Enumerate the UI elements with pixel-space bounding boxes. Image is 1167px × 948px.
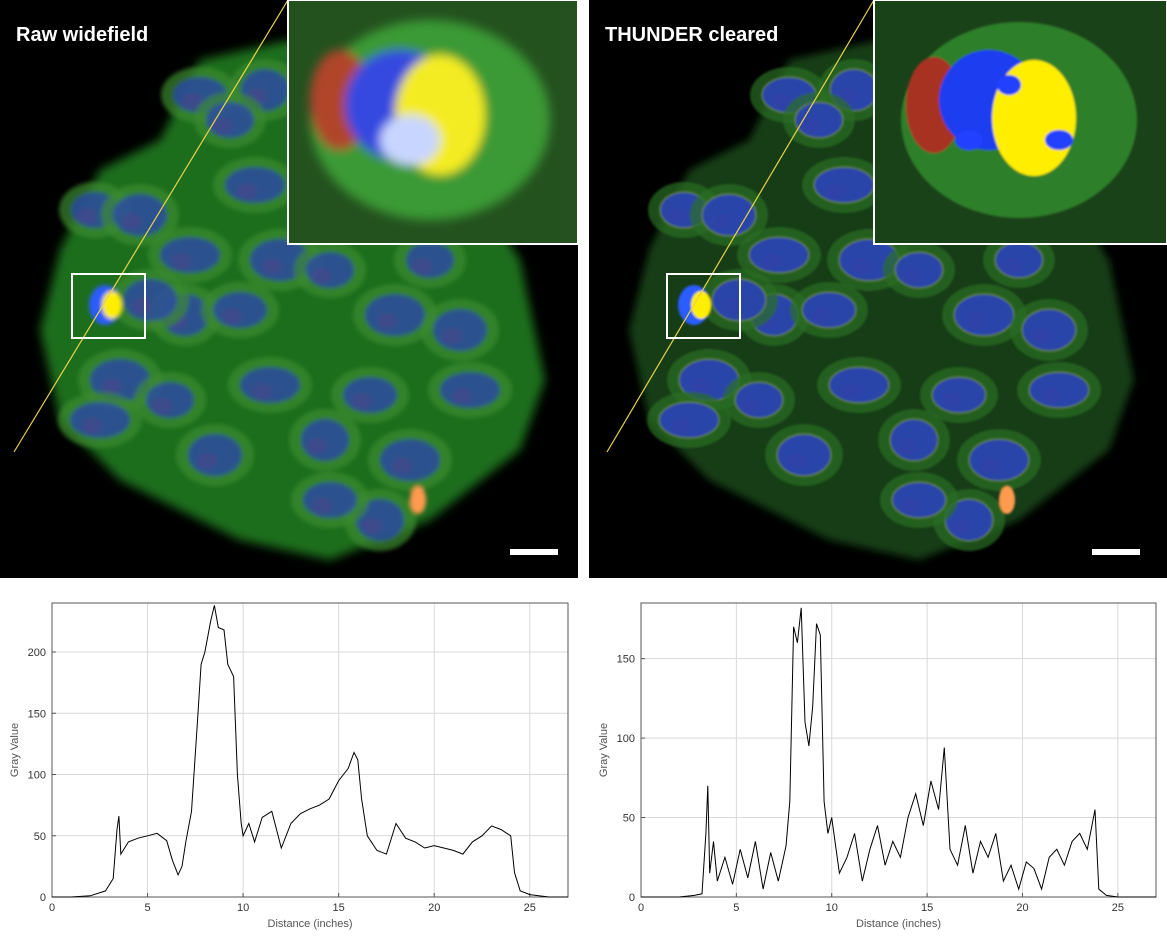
thunder-cleared-image xyxy=(606,0,1167,560)
raw-profile-chart: 0 5 10 15 20 25 0 50 100 150 200 Distance (inches) G… xyxy=(9,602,569,930)
y-axis-title: Gray Value xyxy=(598,723,610,777)
nucleus xyxy=(213,292,267,328)
raw-profile-plot: 0 5 10 15 20 25 0 50 100 150 200 Distance (inches) G… xyxy=(0,590,578,948)
nucleus xyxy=(968,438,1030,482)
nucleus xyxy=(303,482,357,518)
nucleus xyxy=(406,242,454,278)
roi-box xyxy=(666,273,741,339)
x-axis-title: Distance (inches) xyxy=(856,918,941,930)
y-tick-label: 100 xyxy=(617,733,635,745)
nucleus xyxy=(813,166,875,204)
nucleus xyxy=(380,439,440,481)
x-tick-label: 0 xyxy=(49,902,55,914)
y-tick-label: 200 xyxy=(28,647,46,659)
nucleus xyxy=(889,418,939,462)
nucleus xyxy=(734,381,784,419)
nucleus xyxy=(891,481,947,519)
line-profile-path xyxy=(606,0,875,453)
scale-bar xyxy=(510,549,558,555)
nucleus xyxy=(301,419,349,461)
nucleus xyxy=(440,372,500,408)
y-axis-title: Gray Value xyxy=(9,723,21,777)
profile-line xyxy=(52,605,568,898)
nucleus xyxy=(343,377,397,413)
nucleus xyxy=(658,401,720,439)
x-tick-label: 10 xyxy=(826,902,838,914)
y-tick-label: 150 xyxy=(617,654,635,666)
nucleus xyxy=(433,309,487,351)
nucleus xyxy=(953,293,1015,337)
thunder-cleared-panel: THUNDER cleared xyxy=(589,0,1167,578)
nucleus xyxy=(994,241,1044,279)
nucleus xyxy=(206,102,254,138)
x-tick-label: 15 xyxy=(921,902,933,914)
raw-widefield-panel: Raw widefield xyxy=(0,0,578,578)
spindle xyxy=(102,291,122,319)
nucleus xyxy=(801,291,857,329)
nucleus xyxy=(90,359,150,401)
scale-bar xyxy=(1092,549,1140,555)
line-profile-path xyxy=(13,0,289,453)
nucleus xyxy=(1021,308,1077,352)
y-tick-label: 0 xyxy=(40,892,46,904)
x-tick-label: 15 xyxy=(333,902,345,914)
roi-box xyxy=(71,273,146,339)
y-tick-label: 50 xyxy=(623,813,635,825)
nucleus xyxy=(776,433,832,477)
nucleus xyxy=(225,167,285,203)
raw-widefield-image xyxy=(13,0,578,560)
x-tick-label: 20 xyxy=(1016,902,1028,914)
y-tick-label: 50 xyxy=(34,831,46,843)
x-tick-label: 25 xyxy=(524,902,536,914)
nucleus xyxy=(894,251,944,289)
x-tick-label: 5 xyxy=(144,902,150,914)
plot-frame xyxy=(51,602,569,898)
nucleus xyxy=(70,402,130,438)
x-axis-title: Distance (inches) xyxy=(268,918,353,930)
spindle xyxy=(691,291,711,319)
panel-title: THUNDER cleared xyxy=(605,24,779,46)
zoom-inset xyxy=(873,0,1167,245)
x-tick-label: 25 xyxy=(1112,902,1124,914)
x-tick-label: 5 xyxy=(733,902,739,914)
nucleus xyxy=(306,252,354,288)
nucleus xyxy=(701,193,757,237)
thunder-profile-plot: 0 5 10 15 20 25 0 50 100 150 Distance (inches) Gray… xyxy=(589,590,1167,948)
nucleus xyxy=(160,237,220,273)
thunder-profile-chart: 0 5 10 15 20 25 0 50 100 150 Distance (inches) Gray… xyxy=(598,602,1157,930)
nucleus xyxy=(365,294,425,336)
panel-title: Raw widefield xyxy=(16,24,149,46)
nucleus xyxy=(748,236,810,274)
nucleus xyxy=(356,499,404,541)
nucleus xyxy=(146,382,194,418)
nucleus xyxy=(113,194,167,236)
nucleus xyxy=(188,434,242,476)
nucleus xyxy=(931,376,987,414)
profile-line xyxy=(641,607,1156,898)
x-tick-label: 20 xyxy=(428,902,440,914)
plot-frame xyxy=(640,602,1157,898)
y-tick-label: 150 xyxy=(28,708,46,720)
y-tick-label: 0 xyxy=(629,892,635,904)
nucleus xyxy=(1028,371,1090,409)
bright-spot xyxy=(999,486,1015,514)
bright-spot xyxy=(410,486,426,514)
y-tick-label: 100 xyxy=(28,770,46,782)
x-tick-label: 10 xyxy=(237,902,249,914)
x-tick-label: 0 xyxy=(638,902,644,914)
nucleus xyxy=(828,366,890,404)
nucleus xyxy=(240,367,300,403)
nucleus xyxy=(123,279,177,321)
zoom-inset xyxy=(287,0,578,245)
nucleus xyxy=(794,101,844,139)
